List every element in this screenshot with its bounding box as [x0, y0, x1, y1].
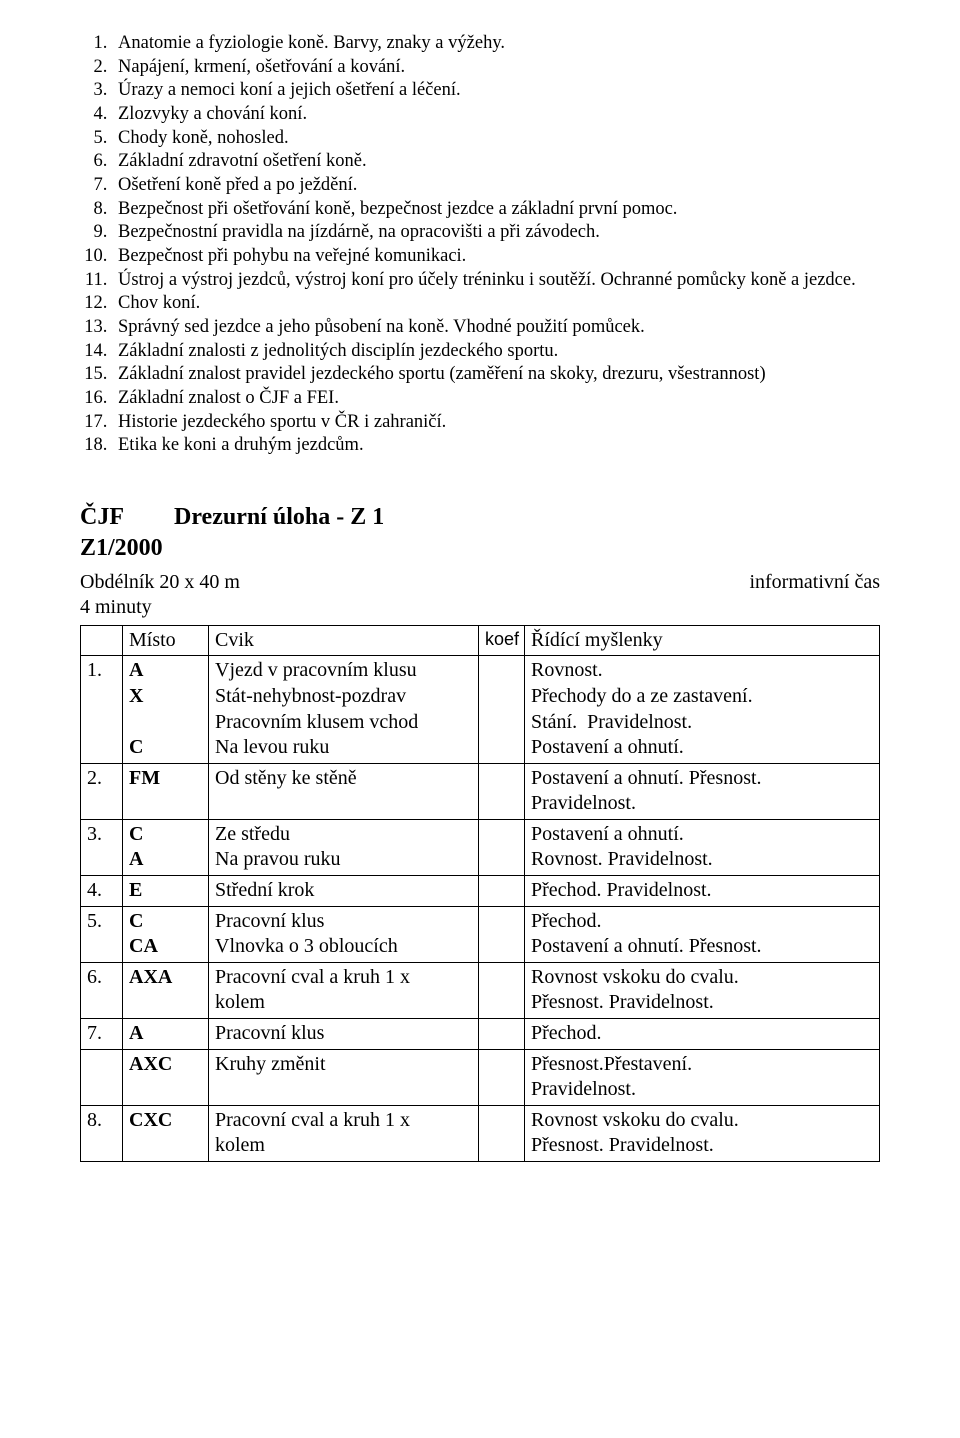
row-cvik: Pracovní cval a kruh 1 xkolem [209, 1105, 479, 1161]
table-row: 7.APracovní klus Přechod. [81, 1019, 880, 1050]
topic-item: Bezpečnost při ošetřování koně, bezpečno… [112, 198, 880, 222]
row-think: Rovnost vskoku do cvalu.Přesnost. Pravid… [525, 1105, 880, 1161]
table-row: 5.CCAPracovní klusVlnovka o 3 obloucích P… [81, 906, 880, 962]
row-cvik: Vjezd v pracovním klusuStát-nehybnost-po… [209, 656, 479, 763]
table-row: 1.AX CVjezd v pracovním klusuStát-nehybn… [81, 656, 880, 763]
topic-item: Základní znalost o ČJF a FEI. [112, 387, 880, 411]
table-row: AXCKruhy změnit Přesnost.Přestavení.Pravi… [81, 1049, 880, 1105]
topic-item: Správný sed jezdce a jeho působení na ko… [112, 316, 880, 340]
row-num: 7. [81, 1019, 123, 1050]
dressage-table: Místo Cvik koef Řídící myšlenky 1.AX CVj… [80, 625, 880, 1162]
row-place: CA [123, 819, 209, 875]
row-place: AX C [123, 656, 209, 763]
topic-item: Historie jezdeckého sportu v ČR i zahran… [112, 411, 880, 435]
table-row: 3.CAZe středuNa pravou ruku Postavení a o… [81, 819, 880, 875]
topic-item: Bezpečnost při pohybu na veřejné komunik… [112, 245, 880, 269]
row-place: AXA [123, 962, 209, 1018]
row-cvik: Ze středuNa pravou ruku [209, 819, 479, 875]
row-koef [479, 962, 525, 1018]
table-header-row: Místo Cvik koef Řídící myšlenky [81, 625, 880, 656]
row-koef [479, 906, 525, 962]
header-empty [81, 625, 123, 656]
heading-block: ČJF Drezurní úloha - Z 1 Z1/2000 [80, 502, 880, 563]
row-place: AXC [123, 1049, 209, 1105]
table-row: 6.AXAPracovní cval a kruh 1 xkolem Rovnos… [81, 962, 880, 1018]
row-koef [479, 1019, 525, 1050]
row-place: CXC [123, 1105, 209, 1161]
row-place: CCA [123, 906, 209, 962]
topic-item: Chody koně, nohosled. [112, 127, 880, 151]
row-think: Postavení a ohnutí.Rovnost. Pravidelnost… [525, 819, 880, 875]
row-think: Rovnost vskoku do cvalu.Přesnost. Pravid… [525, 962, 880, 1018]
heading-org: ČJF [80, 504, 124, 530]
row-cvik: Pracovní cval a kruh 1 xkolem [209, 962, 479, 1018]
row-place: E [123, 876, 209, 907]
row-cvik: Pracovní klusVlnovka o 3 obloucích [209, 906, 479, 962]
heading-title: Drezurní úloha - Z 1 [174, 504, 384, 530]
topic-item: Ústroj a výstroj jezdců, výstroj koní pr… [112, 269, 880, 293]
row-num [81, 1049, 123, 1105]
arena-row: Obdélník 20 x 40 m informativní čas [80, 570, 880, 596]
row-think: Přechod. [525, 1019, 880, 1050]
row-koef [479, 656, 525, 763]
arena-label: Obdélník 20 x 40 m [80, 570, 240, 596]
topic-item: Základní znalosti z jednolitých disciplí… [112, 340, 880, 364]
heading-code: Z1/2000 [80, 533, 880, 564]
row-num: 2. [81, 763, 123, 819]
row-think: Postavení a ohnutí. Přesnost.Pravidelnos… [525, 763, 880, 819]
topic-item: Základní znalost pravidel jezdeckého spo… [112, 363, 880, 387]
topic-item: Anatomie a fyziologie koně. Barvy, znaky… [112, 32, 880, 56]
topic-list: Anatomie a fyziologie koně. Barvy, znaky… [80, 32, 880, 458]
row-think: Přechod. Pravidelnost. [525, 876, 880, 907]
header-place: Místo [123, 625, 209, 656]
topic-item: Etika ke koni a druhým jezdcům. [112, 434, 880, 458]
row-num: 1. [81, 656, 123, 763]
row-num: 3. [81, 819, 123, 875]
table-row: 2.FMOd stěny ke stěně Postavení a ohnutí.… [81, 763, 880, 819]
row-num: 6. [81, 962, 123, 1018]
row-koef [479, 1105, 525, 1161]
row-place: A [123, 1019, 209, 1050]
row-place: FM [123, 763, 209, 819]
row-num: 4. [81, 876, 123, 907]
header-koef: koef [479, 625, 525, 656]
topic-item: Ošetření koně před a po ježdění. [112, 174, 880, 198]
topic-item: Bezpečnostní pravidla na jízdárně, na op… [112, 221, 880, 245]
row-cvik: Střední krok [209, 876, 479, 907]
table-body: 1.AX CVjezd v pracovním klusuStát-nehybn… [81, 656, 880, 1162]
topic-item: Chov koní. [112, 292, 880, 316]
table-row: 4.EStřední krok Přechod. Pravidelnost. [81, 876, 880, 907]
topic-item: Základní zdravotní ošetření koně. [112, 150, 880, 174]
topic-item: Zlozvyky a chování koní. [112, 103, 880, 127]
time-value: 4 minuty [80, 595, 880, 621]
header-think: Řídící myšlenky [525, 625, 880, 656]
topic-item: Napájení, krmení, ošetřování a kování. [112, 56, 880, 80]
header-cvik: Cvik [209, 625, 479, 656]
row-koef [479, 763, 525, 819]
row-koef [479, 1049, 525, 1105]
table-row: 8.CXCPracovní cval a kruh 1 xkolem Rovnos… [81, 1105, 880, 1161]
row-koef [479, 819, 525, 875]
row-num: 5. [81, 906, 123, 962]
row-cvik: Kruhy změnit [209, 1049, 479, 1105]
row-think: Přesnost.Přestavení.Pravidelnost. [525, 1049, 880, 1105]
row-think: Rovnost.Přechody do a ze zastavení.Stání… [525, 656, 880, 763]
row-koef [479, 876, 525, 907]
row-cvik: Od stěny ke stěně [209, 763, 479, 819]
topic-item: Úrazy a nemoci koní a jejich ošetření a … [112, 79, 880, 103]
row-think: Přechod.Postavení a ohnutí. Přesnost. [525, 906, 880, 962]
row-num: 8. [81, 1105, 123, 1161]
row-cvik: Pracovní klus [209, 1019, 479, 1050]
time-label: informativní čas [749, 570, 880, 596]
